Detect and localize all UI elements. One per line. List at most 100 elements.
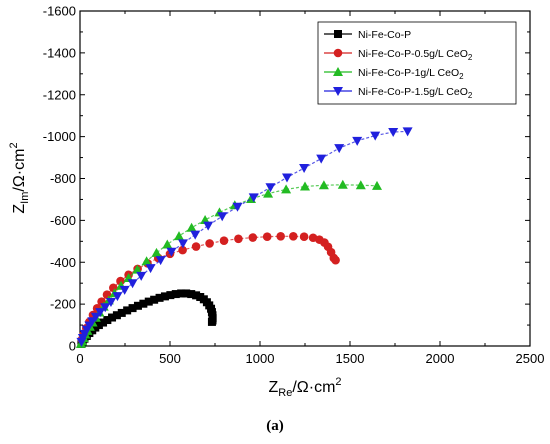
data-point-triangle-down bbox=[112, 292, 123, 302]
legend-label: Ni-Fe-Co-P bbox=[358, 29, 411, 41]
data-point-triangle-down bbox=[352, 136, 363, 146]
data-point-triangle-up bbox=[333, 67, 343, 76]
data-point-triangle-down bbox=[299, 164, 310, 174]
data-point-triangle-up bbox=[162, 239, 173, 249]
data-point-square bbox=[112, 311, 121, 320]
series-line bbox=[80, 130, 408, 343]
data-point-triangle-down bbox=[136, 271, 147, 281]
legend-label: Ni-Fe-Co-P-1.5g/L CeO2 bbox=[358, 86, 473, 100]
y-axis-title: ZIm/Ω·cm2 bbox=[8, 142, 31, 213]
data-point-circle bbox=[248, 233, 258, 242]
data-point-circle bbox=[262, 232, 272, 242]
data-point-triangle-up bbox=[318, 180, 329, 190]
y-tick-label: -1600 bbox=[43, 4, 76, 19]
legend-label: Ni-Fe-Co-P-0.5g/L CeO2 bbox=[358, 48, 473, 62]
x-tick-label: 0 bbox=[76, 351, 83, 366]
y-tick-label: -1400 bbox=[43, 45, 76, 60]
data-point-square bbox=[177, 289, 186, 298]
data-point-square bbox=[128, 304, 137, 313]
data-point-square bbox=[117, 308, 126, 317]
data-point-triangle-down bbox=[190, 230, 201, 240]
legend: Ni-Fe-Co-P Ni-Fe-Co-P-0.5g/L CeO2 Ni-Fe-Co… bbox=[317, 21, 517, 105]
x-tick-label: 2500 bbox=[516, 351, 545, 366]
x-tick-label: 500 bbox=[159, 351, 181, 366]
y-axis-title-unit: /Ω·cm bbox=[11, 149, 28, 192]
series-1 bbox=[77, 289, 217, 348]
data-point-circle bbox=[331, 255, 340, 265]
x-axis-title-sup: 2 bbox=[335, 376, 341, 388]
data-point-square bbox=[108, 313, 117, 322]
data-point-circle bbox=[333, 48, 343, 58]
y-tick-label: -1000 bbox=[43, 129, 76, 144]
x-axis-title-unit: /Ω·cm bbox=[292, 379, 335, 396]
legend-entry: Ni-Fe-Co-P-1.5g/L CeO2 bbox=[324, 86, 473, 100]
data-point-square bbox=[207, 317, 216, 326]
data-point-square bbox=[94, 321, 103, 330]
data-point-triangle-down bbox=[370, 131, 381, 141]
data-point-triangle-down bbox=[248, 193, 259, 203]
data-point-triangle-up bbox=[355, 180, 366, 190]
data-point-square bbox=[192, 291, 201, 300]
data-point-square bbox=[144, 297, 153, 306]
data-point-square bbox=[123, 306, 132, 315]
y-axis-title-sub: Im bbox=[19, 192, 31, 204]
data-point-square bbox=[103, 316, 112, 325]
data-point-triangle-up bbox=[132, 264, 143, 274]
data-point-triangle-down bbox=[232, 202, 243, 212]
data-point-square bbox=[139, 299, 148, 308]
x-axis-title: ZRe/Ω·cm2 bbox=[268, 376, 341, 399]
data-point-circle bbox=[205, 239, 214, 248]
data-point-square bbox=[166, 291, 175, 300]
data-point-square bbox=[150, 295, 159, 304]
data-point-square bbox=[99, 318, 108, 327]
x-axis: 0 500 1000 1500 2000 2500 bbox=[76, 11, 544, 366]
data-point-triangle-down bbox=[402, 127, 413, 137]
data-point-triangle-down bbox=[177, 239, 188, 249]
data-point-circle bbox=[191, 242, 201, 251]
data-point-triangle-down bbox=[100, 303, 111, 313]
data-point-triangle-up bbox=[281, 184, 292, 194]
y-axis-title-sup: 2 bbox=[8, 142, 20, 148]
data-point-circle bbox=[178, 245, 187, 255]
series-line bbox=[80, 184, 378, 345]
data-point-circle bbox=[276, 231, 286, 241]
x-tick-label: 1000 bbox=[246, 351, 275, 366]
data-point-triangle-down bbox=[265, 183, 276, 193]
y-axis-title-main: Z bbox=[11, 204, 28, 214]
legend-entry: Ni-Fe-Co-P-0.5g/L CeO2 bbox=[324, 48, 473, 62]
series-2 bbox=[77, 231, 340, 345]
figure-caption: (a) bbox=[266, 418, 284, 434]
data-point-triangle-up bbox=[174, 231, 184, 241]
data-point-triangle-up bbox=[372, 180, 382, 190]
legend-box bbox=[317, 21, 517, 105]
data-point-triangle-up bbox=[151, 247, 162, 257]
data-point-circle bbox=[299, 232, 309, 242]
data-point-square bbox=[133, 301, 142, 310]
x-axis-title-sub: Re bbox=[278, 387, 292, 399]
data-point-triangle-down bbox=[119, 285, 130, 295]
y-tick-label: -400 bbox=[50, 255, 76, 270]
x-axis-title-main: Z bbox=[268, 379, 278, 396]
data-point-triangle-up bbox=[141, 256, 152, 266]
data-point-circle bbox=[219, 236, 229, 245]
data-point-circle bbox=[116, 276, 125, 286]
data-point-square bbox=[171, 290, 180, 299]
y-axis: 0 -200 -400 -600 -800 -1000 -1200 -1400 -1600 bbox=[43, 4, 530, 354]
data-point-triangle-down bbox=[95, 308, 106, 318]
series-4 bbox=[76, 127, 413, 347]
data-point-triangle-down bbox=[282, 173, 292, 183]
data-point-triangle-down bbox=[127, 279, 138, 289]
data-point-triangle-up bbox=[300, 181, 310, 191]
data-point-triangle-down bbox=[316, 154, 327, 164]
data-point-triangle-up bbox=[186, 222, 197, 232]
data-point-triangle-down bbox=[90, 312, 101, 322]
y-tick-label: -600 bbox=[50, 213, 76, 228]
data-point-triangle-up bbox=[337, 179, 348, 189]
data-point-circle bbox=[234, 234, 243, 244]
legend-entry: Ni-Fe-Co-P-1g/L CeO2 bbox=[324, 67, 464, 81]
data-point-square bbox=[160, 292, 169, 301]
data-point-square bbox=[187, 290, 196, 299]
data-point-circle bbox=[289, 231, 298, 241]
